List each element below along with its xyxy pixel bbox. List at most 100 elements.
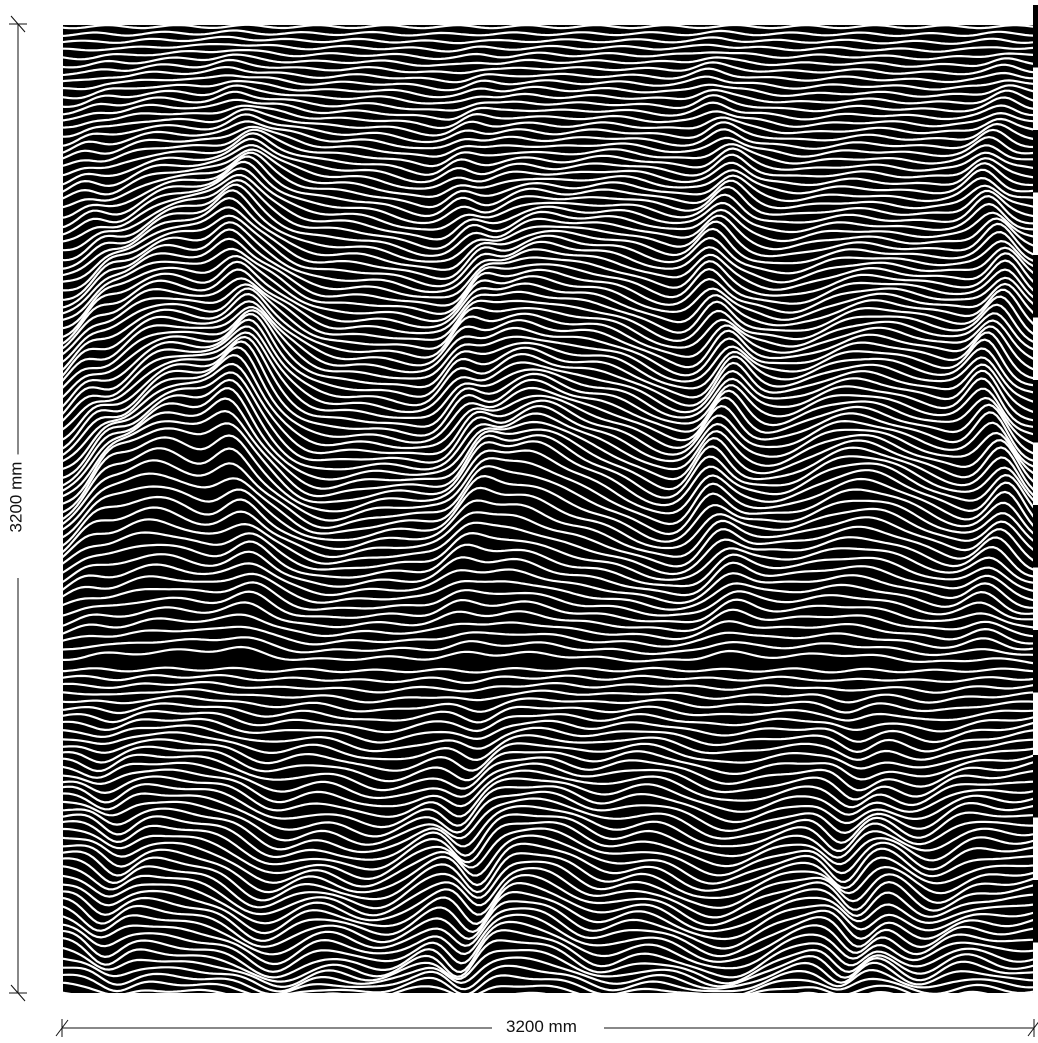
edge-mark: [1033, 755, 1038, 818]
contour-line: [63, 354, 1033, 462]
contour-line: [63, 775, 1033, 818]
contour-line: [63, 790, 1033, 838]
contour-line: [63, 74, 1033, 92]
contour-line: [63, 247, 1033, 321]
contour-line: [63, 905, 1033, 958]
contour-line: [63, 495, 1033, 562]
contour-line: [63, 572, 1033, 615]
contour-line: [63, 422, 1033, 509]
contour-line: [63, 946, 1033, 988]
contour-line: [53, 1000, 1038, 1009]
contour-line: [63, 805, 1033, 854]
contour-line: [63, 167, 1033, 236]
contour-line: [63, 108, 1033, 138]
contour-line: [63, 434, 1033, 518]
contour-line: [63, 865, 1033, 919]
contour-line: [63, 189, 1033, 270]
contour-line: [63, 518, 1033, 578]
contour-line: [63, 540, 1033, 592]
contour-line: [63, 29, 1033, 38]
contour-line: [63, 397, 1033, 497]
height-dimension-line: [9, 15, 27, 1002]
contour-line: [63, 66, 1033, 84]
contour-line: [63, 237, 1033, 315]
contour-line: [63, 144, 1033, 193]
contour-line: [63, 613, 1033, 645]
contour-line: [63, 410, 1033, 502]
contour-line: [63, 346, 1033, 455]
contour-line: [63, 896, 1033, 950]
contour-line: [63, 973, 1033, 993]
contour-line: [63, 731, 1033, 761]
contour-line: [63, 260, 1033, 338]
contour-line: [63, 313, 1033, 403]
edge-mark: [1033, 880, 1038, 943]
contour-line: [63, 35, 1033, 45]
contour-line: [63, 813, 1033, 861]
contour-line: [63, 300, 1033, 380]
contour-line: [63, 447, 1033, 527]
edge-mark: [1033, 630, 1038, 693]
contour-line: [63, 371, 1033, 475]
contour-line: [63, 179, 1033, 252]
contour-line: [63, 890, 1033, 942]
contour-line: [63, 277, 1033, 350]
contour-line: [63, 255, 1033, 330]
contour-line: [63, 834, 1033, 888]
contour-line: [63, 882, 1033, 935]
contour-line-pattern: [53, 18, 1038, 1014]
contour-line: [63, 283, 1033, 356]
contour-line: [63, 459, 1033, 536]
contour-line: [63, 49, 1033, 61]
edge-mark: [1033, 5, 1038, 68]
contour-line: [63, 550, 1033, 602]
contour-line: [63, 151, 1033, 209]
contour-line: [63, 506, 1033, 571]
contour-line: [63, 331, 1033, 428]
contour-line: [63, 325, 1033, 422]
contour-line: [63, 221, 1033, 301]
contour-line: [63, 695, 1033, 714]
contour-line: [63, 702, 1033, 724]
contour-line: [63, 717, 1033, 744]
contour-line: [63, 155, 1033, 219]
width-dimension-line: [55, 1019, 1038, 1037]
width-dimension-label: 3200 mm: [499, 1017, 584, 1037]
edge-registration-marks: [1033, 5, 1038, 943]
contour-line: [63, 378, 1033, 483]
contour-line: [63, 90, 1033, 116]
contour-line: [63, 681, 1033, 694]
contour-line: [63, 362, 1033, 468]
contour-line: [63, 688, 1033, 704]
contour-line: [63, 666, 1033, 674]
contour-line: [63, 738, 1033, 772]
contour-line: [63, 929, 1033, 979]
contour-line: [63, 920, 1033, 973]
contour-line: [63, 601, 1033, 638]
contour-line: [63, 58, 1033, 77]
contour-line: [63, 79, 1033, 100]
contour-line: [53, 18, 1038, 22]
contour-line: [53, 1009, 1038, 1014]
contour-line: [63, 183, 1033, 262]
contour-line: [63, 306, 1033, 387]
contour-line: [63, 645, 1033, 665]
edge-mark: [1033, 380, 1038, 443]
contour-line: [63, 98, 1033, 122]
contour-line: [63, 197, 1033, 277]
contour-line: [63, 309, 1033, 394]
contour-line: [63, 768, 1033, 809]
contour-line: [63, 113, 1033, 147]
contour-line: [63, 937, 1033, 985]
contour-line: [63, 287, 1033, 363]
height-dimension-label: 3200 mm: [6, 454, 27, 540]
contour-line: [63, 636, 1033, 657]
contour-line: [63, 387, 1033, 491]
contour-line: [63, 53, 1033, 69]
contour-line: [63, 964, 1033, 993]
contour-line: [63, 128, 1033, 168]
contour-line: [63, 590, 1033, 629]
contour-line: [63, 206, 1033, 283]
contour-line: [63, 335, 1033, 436]
contour-line: [63, 148, 1033, 200]
